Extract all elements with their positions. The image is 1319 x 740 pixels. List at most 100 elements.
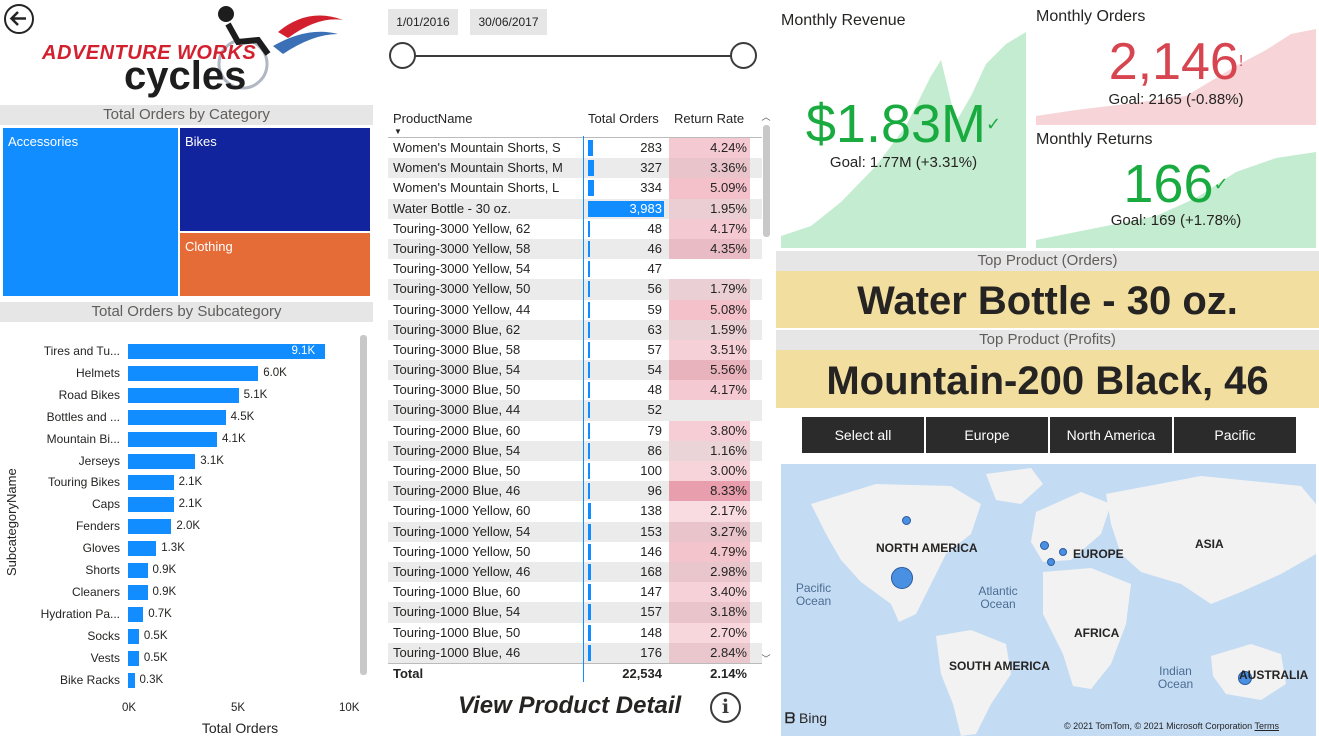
bar[interactable] xyxy=(128,606,144,622)
returns-goal: Goal: 169 (+1.78%) xyxy=(1110,212,1242,229)
table-scrollbar-thumb[interactable] xyxy=(762,125,770,237)
bar-category-label: Caps xyxy=(91,497,120,512)
table-scrollbar[interactable]: ︿ ﹀ xyxy=(761,112,771,664)
table-row[interactable]: Touring-3000 Blue, 62 63 1.59% xyxy=(388,319,762,340)
bar-category-label: Fenders xyxy=(75,519,120,534)
bar[interactable] xyxy=(128,497,174,513)
chart-scrollbar-thumb[interactable] xyxy=(360,335,367,675)
table-row[interactable]: Women's Mountain Shorts, M 327 3.36% xyxy=(388,158,762,179)
region-north-america-button[interactable]: North America xyxy=(1050,417,1172,453)
total-orders: 22,534 xyxy=(622,666,662,681)
bar[interactable] xyxy=(128,387,239,403)
map-bubble[interactable] xyxy=(902,516,911,525)
orders-cell: 176 xyxy=(640,644,662,660)
table-row[interactable]: Touring-2000 Blue, 54 86 1.16% xyxy=(388,440,762,462)
scroll-down-icon[interactable]: ﹀ xyxy=(761,654,771,664)
table-row[interactable]: Touring-3000 Yellow, 62 48 4.17% xyxy=(388,218,762,239)
info-icon[interactable]: i xyxy=(710,692,741,723)
table-row[interactable]: Touring-1000 Yellow, 50 146 4.79% xyxy=(388,541,762,562)
table-row[interactable]: Touring-2000 Blue, 60 79 3.80% xyxy=(388,420,762,441)
map-bubble[interactable] xyxy=(1238,671,1252,685)
orders-cell: 283 xyxy=(640,140,662,155)
bar[interactable] xyxy=(128,365,259,381)
table-row[interactable]: Touring-2000 Blue, 46 96 8.33% xyxy=(388,481,762,502)
col-header-orders[interactable]: Total Orders xyxy=(588,111,659,126)
table-row[interactable]: Women's Mountain Shorts, S 283 4.24% xyxy=(388,138,762,159)
table-row[interactable]: Touring-3000 Yellow, 54 47 xyxy=(388,259,762,279)
region-pacific-button[interactable]: Pacific xyxy=(1174,417,1296,453)
table-row[interactable]: Touring-3000 Yellow, 58 46 4.35% xyxy=(388,238,762,260)
table-row[interactable]: Touring-1000 Yellow, 54 153 3.27% xyxy=(388,521,762,542)
table-row[interactable]: Women's Mountain Shorts, L 334 5.09% xyxy=(388,178,762,199)
table-row[interactable]: Touring-3000 Blue, 54 54 5.56% xyxy=(388,360,762,381)
end-date-input[interactable]: 30/06/2017 xyxy=(470,9,547,35)
bar[interactable] xyxy=(128,650,139,666)
bar[interactable] xyxy=(128,431,217,447)
view-product-detail-button[interactable]: View Product Detail xyxy=(458,692,682,719)
total-rate: 2.14% xyxy=(710,666,747,681)
map-terms-link[interactable]: Terms xyxy=(1254,721,1280,731)
table-row[interactable]: Water Bottle - 30 oz. 3,983 1.95% xyxy=(388,198,762,219)
orders-cell: 96 xyxy=(647,483,662,499)
bar-value-label: 4.5K xyxy=(230,410,255,423)
table-row[interactable]: Touring-1000 Blue, 60 147 3.40% xyxy=(388,582,762,603)
orders-cell: 147 xyxy=(640,584,662,600)
product-name-cell: Touring-2000 Blue, 46 xyxy=(393,483,521,499)
map-bubble[interactable] xyxy=(1040,541,1049,550)
col-header-rate[interactable]: Return Rate xyxy=(674,111,745,126)
map-label-africa: AFRICA xyxy=(1074,626,1120,640)
bar-value-label: 0.5K xyxy=(143,651,168,664)
table-row[interactable]: Touring-3000 Yellow, 44 59 5.08% xyxy=(388,299,762,320)
bar-category-label: Bottles and ... xyxy=(46,409,120,424)
treemap-label: Clothing xyxy=(185,239,233,254)
bar-value-label: 2.1K xyxy=(178,476,203,489)
table-row[interactable]: Touring-1000 Yellow, 46 168 2.98% xyxy=(388,561,762,583)
treemap-cell-bikes[interactable]: Bikes xyxy=(180,128,370,231)
bar[interactable] xyxy=(128,519,172,535)
bar[interactable] xyxy=(128,541,157,557)
map-bubble[interactable] xyxy=(891,567,913,589)
treemap-cell-clothing[interactable]: Clothing xyxy=(180,233,370,296)
table-row[interactable]: Touring-1000 Yellow, 60 138 2.17% xyxy=(388,501,762,522)
bar-value-label: 0.3K xyxy=(139,673,164,686)
table-row[interactable]: Touring-2000 Blue, 50 100 3.00% xyxy=(388,461,762,482)
product-name-cell: Touring-3000 Blue, 54 xyxy=(393,362,521,378)
revenue-title: Monthly Revenue xyxy=(781,12,906,29)
bar[interactable] xyxy=(128,672,135,688)
orders-cell: 48 xyxy=(647,220,662,236)
logo-line2: cycles xyxy=(124,54,247,98)
x-axis-ticks: 0K 5K 10K xyxy=(122,702,362,718)
revenue-value: $1.83M xyxy=(805,94,987,154)
table-row[interactable]: Touring-1000 Blue, 50 148 2.70% xyxy=(388,622,762,643)
back-button[interactable] xyxy=(4,4,34,34)
table-row[interactable]: Touring-1000 Blue, 54 157 3.18% xyxy=(388,602,762,623)
map-bubble[interactable] xyxy=(1059,548,1067,556)
bar[interactable] xyxy=(128,344,326,359)
bar[interactable] xyxy=(128,584,148,600)
chart-scrollbar[interactable] xyxy=(360,335,367,675)
bar[interactable] xyxy=(128,563,148,578)
table-row[interactable]: Touring-3000 Blue, 44 52 xyxy=(388,400,762,421)
bar[interactable] xyxy=(128,628,139,644)
product-name-cell: Touring-3000 Yellow, 54 xyxy=(393,261,531,277)
bar[interactable] xyxy=(128,453,196,469)
map-bubble[interactable] xyxy=(1047,558,1055,566)
start-date-input[interactable]: 1/01/2016 xyxy=(388,9,458,35)
region-europe-button[interactable]: Europe xyxy=(926,417,1048,453)
orders-bar xyxy=(588,321,590,338)
col-header-product[interactable]: ProductName xyxy=(393,111,473,126)
date-slider-start-handle[interactable] xyxy=(389,42,416,69)
bar[interactable] xyxy=(128,475,174,491)
scroll-up-icon[interactable]: ︿ xyxy=(761,112,771,122)
table-row[interactable]: Touring-3000 Blue, 50 48 4.17% xyxy=(388,380,762,401)
return-rate-cell: 4.35% xyxy=(669,238,750,260)
alert-icon: ! xyxy=(1238,53,1244,70)
table-row[interactable]: Touring-3000 Blue, 58 57 3.51% xyxy=(388,339,762,361)
table-row[interactable]: Touring-1000 Blue, 46 176 2.84% xyxy=(388,642,762,663)
treemap-cell-accessories[interactable]: Accessories xyxy=(3,128,178,296)
world-map[interactable]: NORTH AMERICA EUROPE ASIA AFRICA SOUTH A… xyxy=(781,464,1316,736)
bar[interactable] xyxy=(128,409,226,425)
region-select-all-button[interactable]: Select all xyxy=(802,417,924,453)
date-slider-end-handle[interactable] xyxy=(730,42,757,69)
table-row[interactable]: Touring-3000 Yellow, 50 56 1.79% xyxy=(388,279,762,300)
